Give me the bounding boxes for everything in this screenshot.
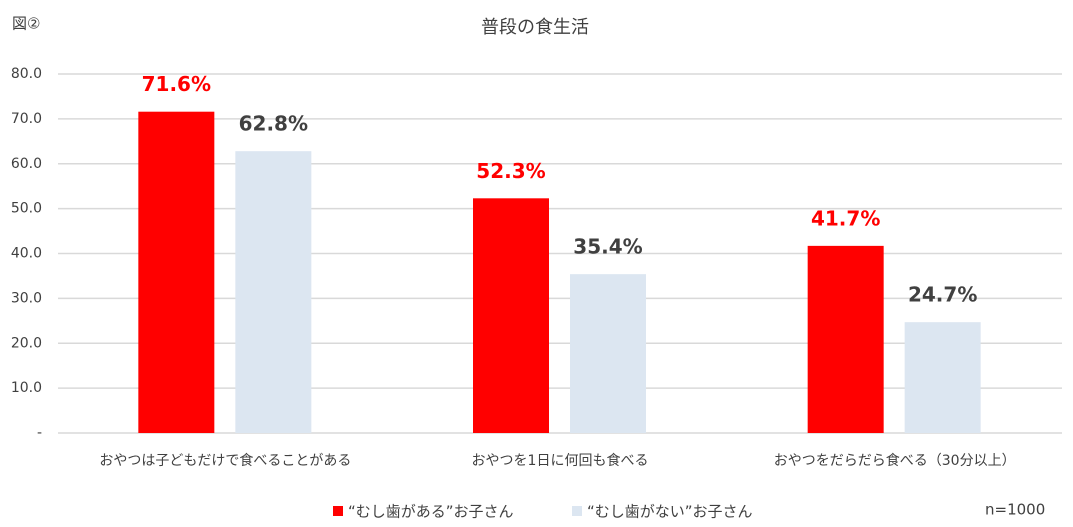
bar <box>807 245 884 433</box>
bar <box>138 111 215 433</box>
bar <box>904 322 981 433</box>
y-tick-label: 20.0 <box>11 335 42 351</box>
y-tick-label: 30.0 <box>11 290 42 306</box>
value-label: 24.7% <box>908 283 977 307</box>
y-tick-label: 40.0 <box>11 246 42 262</box>
y-tick-label: 80.0 <box>11 66 42 82</box>
legend-swatch <box>572 506 582 516</box>
value-label: 52.3% <box>476 159 545 183</box>
y-tick-label: 50.0 <box>11 201 42 217</box>
figure-label: 図② <box>12 15 40 33</box>
legend-swatch <box>333 506 343 516</box>
x-tick-label: おやつは子どもだけで食べることがある <box>99 452 351 469</box>
bar <box>235 151 312 433</box>
y-tick-label: 10.0 <box>11 380 42 396</box>
note: n=1000 <box>985 501 1045 519</box>
value-label: 62.8% <box>239 112 308 136</box>
legend-label: “むし歯がない”お子さん <box>587 503 753 521</box>
value-label: 41.7% <box>811 206 880 230</box>
bar <box>570 274 646 433</box>
bar <box>473 198 549 433</box>
legend-label: “むし歯がある”お子さん <box>348 503 514 521</box>
x-tick-label: おやつを1日に何回も食べる <box>472 452 649 469</box>
x-tick-label: おやつをだらだら食べる（30分以上） <box>774 452 1016 469</box>
y-tick-label: 70.0 <box>11 111 42 127</box>
y-tick-label: - <box>37 425 42 441</box>
y-tick-label: 60.0 <box>11 156 42 172</box>
value-label: 35.4% <box>573 235 642 259</box>
chart-title: 普段の食生活 <box>481 17 589 38</box>
value-label: 71.6% <box>142 72 211 96</box>
